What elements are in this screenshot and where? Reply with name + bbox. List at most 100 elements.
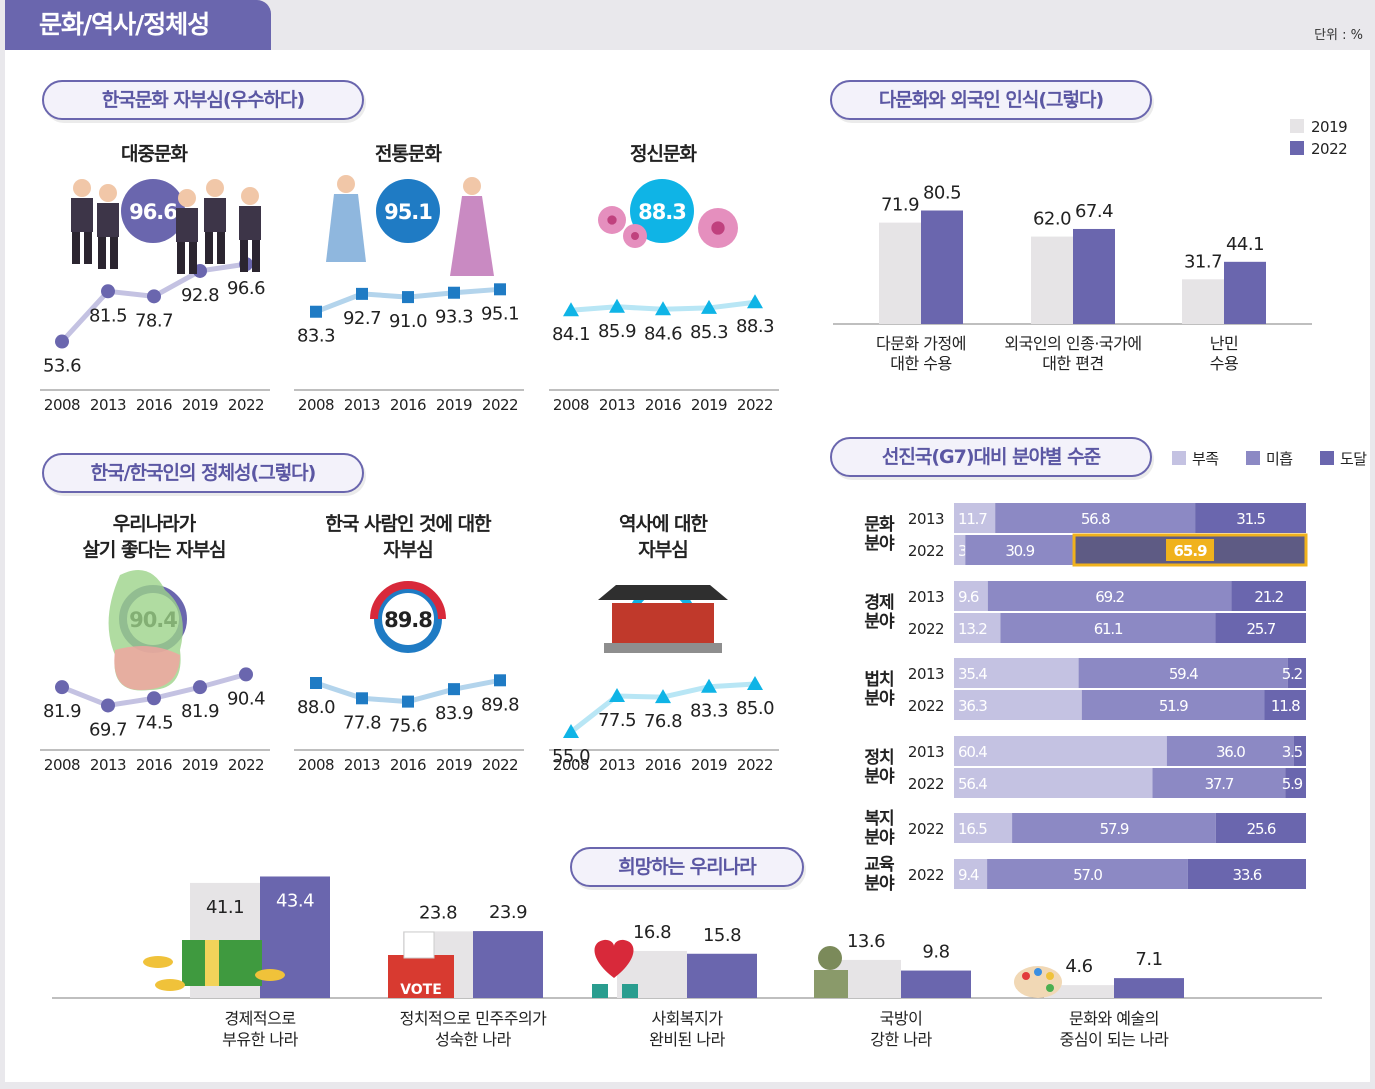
data-label: 78.7 [135, 310, 173, 331]
bar [1114, 978, 1184, 998]
data-point [563, 724, 579, 738]
pop-group-illustration [71, 179, 261, 274]
paint-dot-icon [1046, 972, 1054, 980]
person-leg-icon [177, 242, 185, 274]
data-label: 88.0 [297, 697, 335, 718]
hand-icon [622, 984, 638, 998]
data-label: 81.5 [89, 305, 127, 326]
bar-value-label: 9.8 [922, 942, 949, 963]
person-body-icon [239, 206, 261, 240]
segment-label: 21.2 [1254, 588, 1283, 606]
korea-map-region-icon [114, 646, 180, 690]
x-tick-label: 2008 [553, 396, 589, 414]
stacked-segment [1231, 581, 1306, 611]
unit-label: 단위 : % [1314, 28, 1363, 43]
data-label: 81.9 [181, 701, 219, 722]
g7-chart: 부족미흡도달문화분야201311.756.831.520223.230.965.… [864, 450, 1367, 894]
heart-icon [594, 939, 634, 978]
data-label: 90.4 [227, 688, 265, 709]
person-head-icon [241, 187, 259, 205]
data-point [402, 291, 414, 304]
heart-hands-icon [592, 939, 638, 998]
person-body-icon [176, 208, 198, 242]
data-label: 83.3 [297, 326, 335, 347]
person-body-icon [97, 203, 119, 237]
category-label: 문화와 예술의 중심이 되는 나라 [1060, 1009, 1169, 1049]
group-label: 문화 분야 [864, 515, 895, 554]
x-tick-label: 2008 [44, 756, 80, 774]
badge-value: 88.3 [638, 200, 686, 224]
bar-value-label: 80.5 [923, 182, 961, 203]
data-label: 74.5 [135, 712, 173, 733]
segment-label: 25.7 [1246, 620, 1275, 638]
data-label: 92.7 [343, 308, 381, 329]
woman-head-icon [463, 177, 481, 195]
palace-roof-icon [598, 585, 728, 600]
x-tick-label: 2019 [182, 756, 218, 774]
segment-label: 3.5 [1282, 743, 1303, 761]
x-tick-label: 2022 [737, 756, 773, 774]
coin-icon [155, 979, 185, 991]
x-tick-label: 2022 [737, 396, 773, 414]
x-tick-label: 2019 [691, 756, 727, 774]
section-identity-title: 한국/한국인의 정체성(그렇다) [42, 453, 364, 493]
bar-value-label: 43.4 [276, 890, 314, 911]
vote-box-icon: VOTE [388, 931, 454, 998]
bar-value-label: 41.1 [206, 897, 244, 918]
data-point [609, 298, 625, 313]
segment-label: 69.2 [1095, 588, 1124, 606]
man-hanbok-icon [326, 194, 366, 262]
data-point [494, 674, 506, 687]
segment-label: 61.1 [1094, 620, 1123, 638]
group-label: 법치 분야 [864, 670, 895, 709]
year-label: 2013 [908, 665, 944, 683]
segment-label: 57.9 [1100, 820, 1129, 838]
multicultural-chart: 71.9 62.0 31.7 80.5 67.4 44.1 다문화 가정에 대한 수용 외국인의… [833, 118, 1348, 373]
helmet-icon [818, 946, 842, 970]
x-tick-label: 2008 [553, 756, 589, 774]
data-label: 95.1 [481, 303, 519, 324]
category-label: 다문화 가정에 대한 수용 [876, 334, 966, 373]
data-label: 83.3 [690, 701, 728, 722]
data-label: 83.9 [435, 703, 473, 724]
palace-wall-icon [612, 603, 714, 643]
stacked-segment [1012, 813, 1216, 843]
bar-value-label: 62.0 [1033, 209, 1071, 230]
x-tick-label: 2016 [390, 756, 426, 774]
stacked-segment [954, 768, 1153, 798]
badge-value: 89.8 [384, 608, 432, 632]
highlight-tag [1166, 539, 1215, 561]
segment-label: 36.3 [958, 697, 987, 715]
x-tick-label: 2013 [344, 756, 380, 774]
segment-label: 9.6 [958, 588, 979, 606]
data-point [448, 683, 460, 696]
stacked-segment [1187, 859, 1306, 889]
stacked-segment [1215, 613, 1306, 643]
segment-label: 13.2 [958, 620, 987, 638]
stacked-segment [954, 658, 1079, 688]
stacked-segment [1293, 736, 1306, 766]
person-leg-icon [189, 242, 197, 274]
bar-value-label: 16.8 [633, 922, 671, 943]
data-point [101, 698, 115, 713]
flower-center-icon [631, 232, 639, 240]
group-label: 교육 분야 [864, 855, 895, 894]
data-label: 91.0 [389, 311, 427, 332]
bar [687, 953, 757, 998]
stacked-segment [1000, 613, 1216, 643]
stacked-segment [1287, 658, 1306, 688]
badge-circle [376, 179, 440, 243]
paint-dot-icon [1046, 984, 1054, 992]
data-label: 96.6 [227, 278, 265, 299]
flower-center-icon [711, 221, 725, 235]
x-tick-label: 2013 [90, 396, 126, 414]
legend-label: 2019 [1311, 118, 1347, 136]
group-label: 복지 분야 [864, 809, 895, 848]
badge-value: 96.6 [129, 200, 177, 224]
legend-label: 부족 [1192, 450, 1219, 468]
person-head-icon [99, 184, 117, 202]
legend-label: 2022 [1311, 140, 1347, 158]
data-point [310, 677, 322, 689]
segment-label: 30.9 [1005, 542, 1034, 560]
bar-value-label: 44.1 [1226, 234, 1264, 255]
